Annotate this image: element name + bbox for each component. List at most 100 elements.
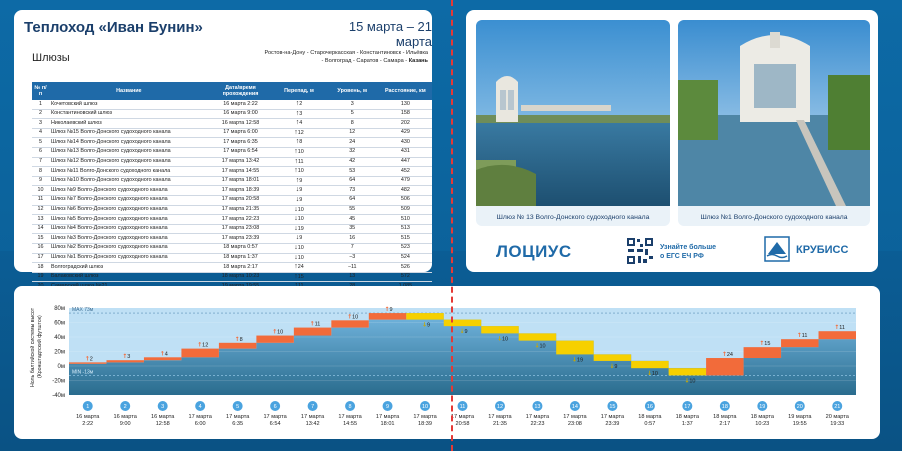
chart-lock-node — [757, 401, 768, 411]
chart-drop-label: 12 — [202, 343, 208, 349]
cell-name: Шлюз №14 Волго-Донского судоходного кана… — [49, 137, 209, 148]
chart-lock-bar — [143, 357, 182, 361]
cell-level: 53 — [325, 166, 379, 177]
table-row: 8 Шлюз №11 Волго-Донского судоходного кан… — [32, 166, 432, 177]
cell-distance: 429 — [378, 128, 432, 139]
photos-card: Шлюз № 13 Волго-Донского судоходного кан… — [466, 10, 878, 272]
chart-min-label: MIN -13м — [72, 369, 94, 375]
cell-distance: 430 — [378, 137, 432, 148]
cell-distance: 513 — [378, 224, 432, 235]
chart-drop-label: 10 — [352, 314, 358, 320]
drop-value: 4 — [299, 120, 303, 127]
chart-lock-bar — [518, 333, 557, 341]
chart-drop-label: 10 — [277, 330, 283, 336]
qr-code-icon[interactable] — [626, 237, 654, 265]
cell-distance: 509 — [378, 205, 432, 216]
chart-lock-node — [195, 401, 206, 411]
cell-level: 35 — [325, 224, 379, 235]
cell-drop: ↓9 — [272, 185, 326, 196]
chart-drop-label: 11 — [315, 322, 321, 328]
arrow-down-icon: ↓ — [460, 328, 465, 335]
cell-drop: ↓10 — [272, 205, 326, 216]
chart-lock-date: 18 марта — [713, 414, 737, 420]
chart-lock-bar — [593, 354, 632, 361]
chart-lock-time: 6:35 — [232, 421, 243, 427]
cell-level: 7 — [325, 243, 379, 254]
locks-card: Теплоход «Иван Бунин» 15 марта – 21 март… — [14, 10, 432, 302]
cell-name: Шлюз №5 Волго-Донского судоходного канал… — [49, 214, 209, 225]
chart-lock-date: 17 марта — [526, 414, 550, 420]
arrow-up-icon: ↑ — [295, 109, 300, 117]
chart-lock-date: 17 марта — [376, 414, 400, 420]
cell-drop: ↓10 — [272, 214, 326, 225]
cell-name: Шлюз №9 Волго-Донского судоходного канал… — [49, 185, 209, 196]
photo1-caption: Шлюз № 13 Волго-Донского судоходного кан… — [496, 214, 650, 221]
chart-y-tick: 20м — [54, 350, 65, 356]
table-row: 5 Шлюз №14 Волго-Донского судоходного кан… — [32, 137, 432, 148]
chart-y-tick: 40м — [54, 335, 65, 341]
chart-lock-time: 10:23 — [755, 421, 769, 427]
arrow-up-icon: ↑ — [722, 351, 727, 358]
cell-level: 5 — [325, 109, 379, 120]
cell-name: Шлюз №13 Волго-Донского судоходного кана… — [49, 147, 209, 158]
krubiss-logo[interactable]: КРУБИСС — [796, 244, 849, 256]
lotsius-logo[interactable]: ЛОЦИУС — [496, 242, 572, 261]
chart-lock-date: 17 марта — [226, 414, 250, 420]
chart-lock-node — [382, 401, 393, 411]
table-row: 9 Шлюз №10 Волго-Донского судоходного кан… — [32, 176, 432, 187]
cell-date: 17 марта 22:23 — [208, 214, 273, 225]
chart-lock-node — [82, 401, 93, 411]
cell-level: 12 — [325, 128, 379, 139]
chart-lock-node — [532, 401, 543, 411]
chart-lock-date: 16 марта — [76, 414, 100, 420]
cell-date: 17 марта 18:39 — [208, 185, 273, 196]
arrow-down-icon: ↓ — [295, 195, 300, 203]
arrow-down-icon: ↓ — [294, 224, 298, 232]
arrow-down-icon: ↓ — [572, 356, 577, 363]
drop-value: 9 — [299, 196, 303, 203]
chart-lock-bar — [631, 360, 669, 369]
krubiss-logo-icon — [764, 236, 790, 262]
table-row: 17 Шлюз №1 Волго-Донского судоходного кан… — [32, 253, 432, 264]
chart-lock-time: 18:01 — [381, 421, 395, 427]
qr-text: Узнайте больше о ЕГС ЕЧ РФ — [660, 243, 716, 261]
cell-drop: ↑11 — [272, 157, 326, 168]
cell-name: Шлюз №7 Волго-Донского судоходного канал… — [49, 195, 209, 206]
chart-lock-node — [420, 401, 431, 411]
cell-drop: ↑10 — [272, 147, 326, 158]
cell-level: 73 — [325, 185, 379, 196]
drop-value: 9 — [299, 177, 303, 184]
cell-num: 10 — [32, 185, 50, 196]
arrow-down-icon: ↓ — [497, 335, 502, 342]
cell-date: 16 марта 12:58 — [208, 118, 273, 129]
chart-lock-time: 20:58 — [456, 421, 470, 427]
locks-section-title: Шлюзы — [32, 52, 70, 64]
cell-drop: ↓10 — [272, 243, 326, 254]
chart-drop-label: 9 — [614, 364, 617, 370]
cell-name: Шлюз №6 Волго-Донского судоходного канал… — [49, 205, 209, 216]
qr-text-line1: Узнайте больше — [660, 244, 717, 251]
cell-num: 17 — [32, 253, 50, 264]
arrow-up-icon: ↑ — [294, 157, 298, 165]
chart-lock-date: 18 марта — [638, 414, 662, 420]
arrow-down-icon: ↓ — [295, 186, 300, 194]
chart-y-tick: -40м — [52, 393, 65, 399]
arrow-up-icon: ↑ — [295, 176, 300, 184]
drop-value: 10 — [297, 168, 304, 175]
drop-value: 15 — [297, 273, 304, 280]
chart-lock-time: 6:00 — [195, 421, 206, 427]
chart-lock-date: 16 марта — [114, 414, 138, 420]
cell-num: 16 — [32, 243, 50, 254]
chart-lock-bar — [668, 368, 707, 376]
cell-date: 17 марта 23:39 — [208, 233, 273, 244]
chart-lock-date: 19 марта — [788, 414, 812, 420]
chart-lock-time: 23:08 — [568, 421, 582, 427]
cell-distance: 130 — [378, 100, 432, 110]
cell-level: 16 — [325, 233, 379, 244]
cell-distance: 506 — [378, 195, 432, 206]
cell-level: 55 — [325, 205, 379, 216]
chart-lock-date: 17 марта — [263, 414, 287, 420]
cell-num: 12 — [32, 205, 50, 216]
chart-lock-time: 21:35 — [493, 421, 507, 427]
arrow-up-icon: ↑ — [294, 147, 298, 155]
